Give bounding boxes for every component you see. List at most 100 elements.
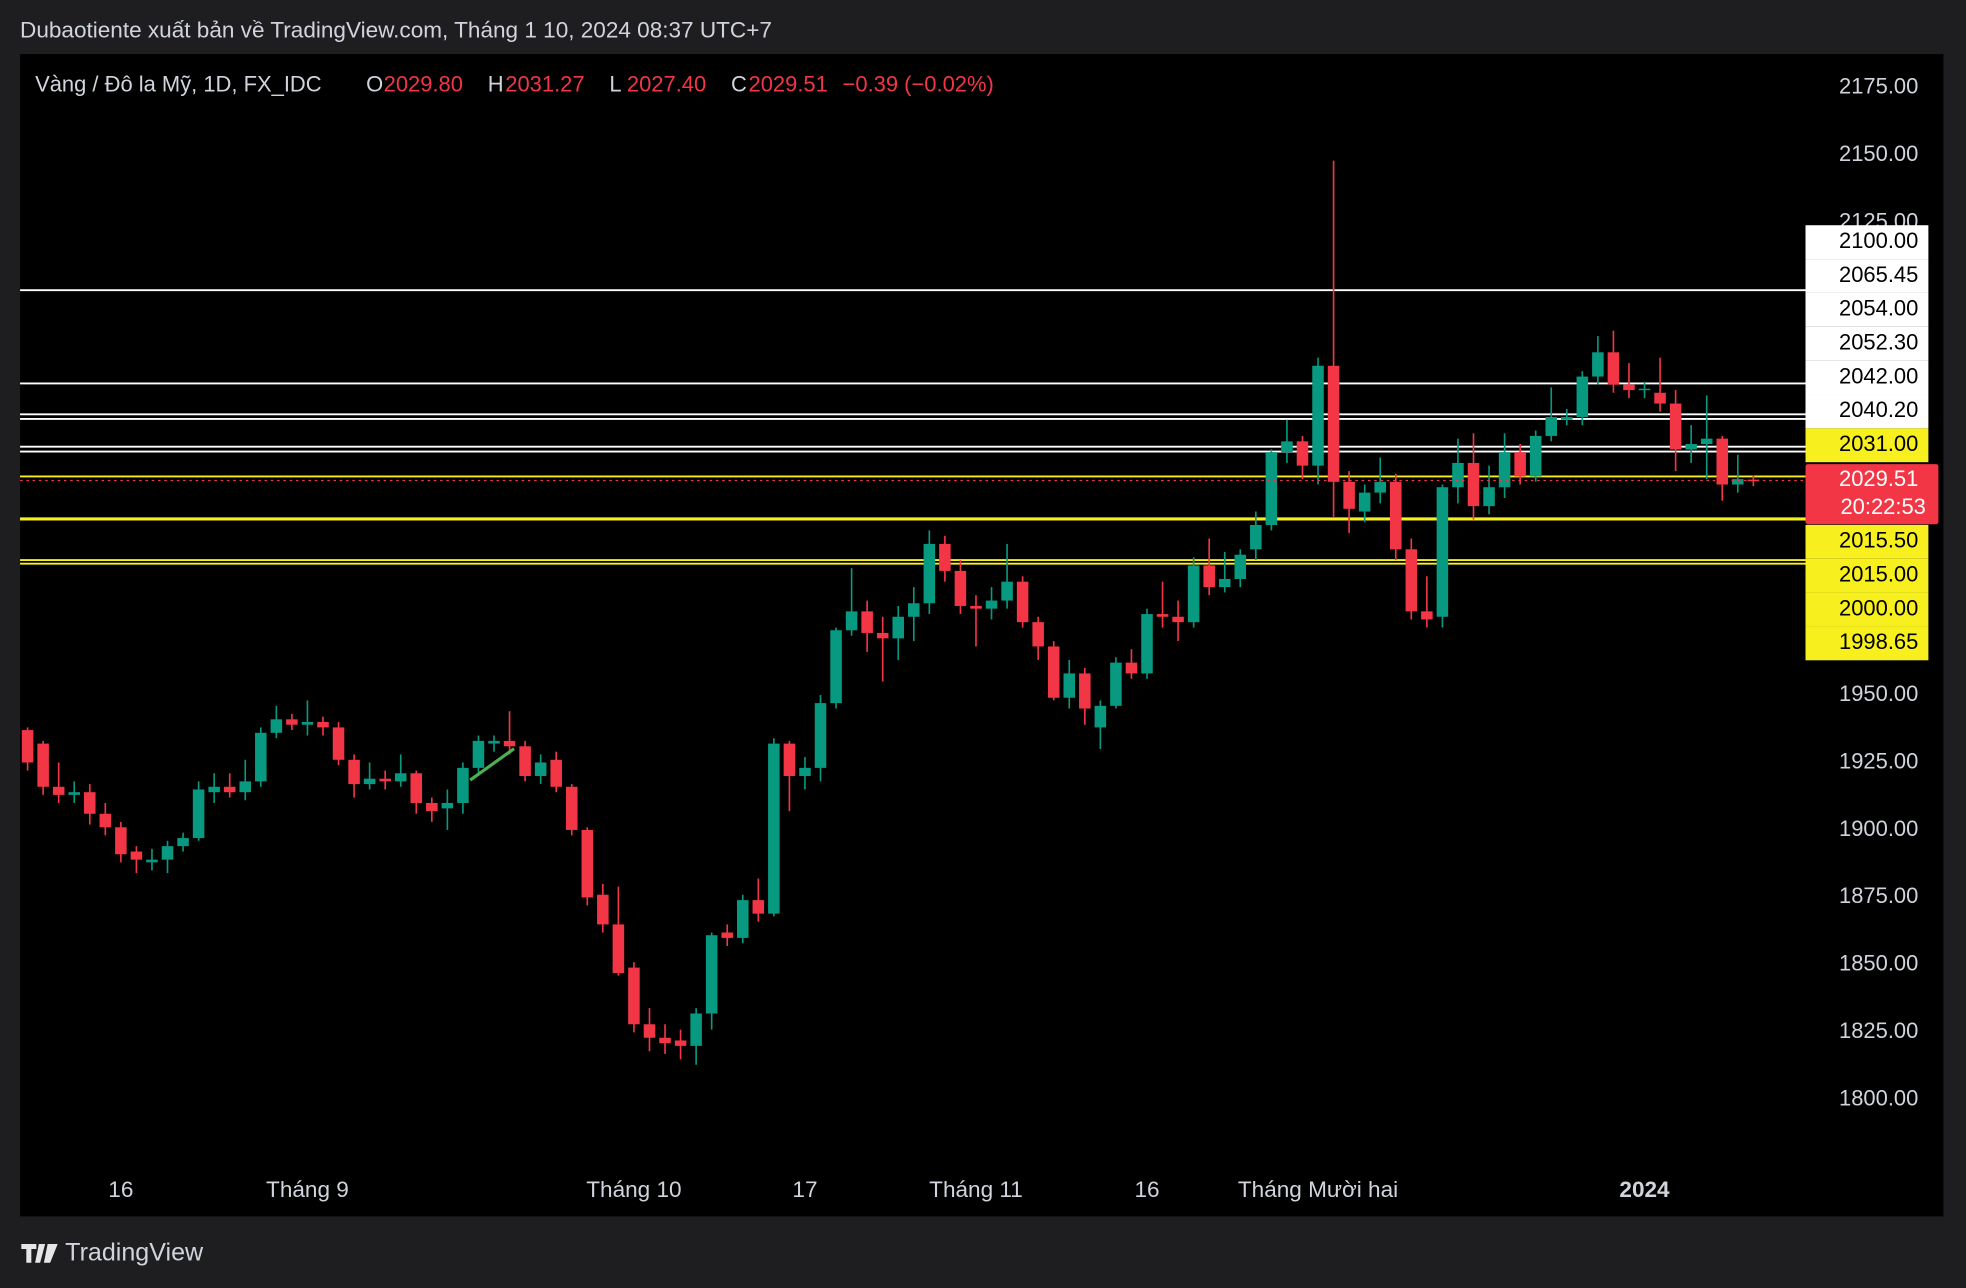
candle-body xyxy=(783,743,796,776)
candle-body xyxy=(1327,365,1340,482)
candle-body xyxy=(830,630,842,704)
candle-body xyxy=(223,786,236,793)
legend-value: 2029.80 xyxy=(384,71,463,96)
y-tick-label: 1800.00 xyxy=(1839,1086,1918,1111)
candle-body xyxy=(1545,417,1558,436)
candle-body xyxy=(488,740,500,744)
candle-body xyxy=(146,859,158,863)
candle-body xyxy=(534,762,547,776)
candle-body xyxy=(130,851,143,860)
candle-body xyxy=(799,767,811,776)
candle-body xyxy=(1110,662,1122,706)
candle-body xyxy=(317,722,329,728)
x-tick-label: Tháng Mười hai xyxy=(1238,1177,1398,1202)
candle-body xyxy=(1467,462,1480,507)
brand: TradingView xyxy=(21,1239,204,1267)
candle-body xyxy=(1529,435,1542,477)
candle-body xyxy=(1172,616,1184,623)
candle-body xyxy=(612,924,625,973)
candle-body xyxy=(565,786,578,830)
candle-body xyxy=(1358,492,1371,512)
level-label-box xyxy=(1805,524,1929,559)
candle-body xyxy=(1483,487,1495,507)
candle-body xyxy=(1296,441,1309,466)
candle-body xyxy=(1343,481,1355,509)
candle-body xyxy=(1125,662,1138,674)
candle-body xyxy=(301,722,314,725)
candle-body xyxy=(1421,611,1433,620)
candle-body xyxy=(1607,352,1620,385)
level-label-box xyxy=(1805,428,1929,463)
level-label-box xyxy=(1805,292,1929,327)
candle-body xyxy=(1156,614,1169,617)
candle-body xyxy=(115,827,127,855)
candle-body xyxy=(286,719,298,725)
legend-key: L xyxy=(609,71,621,96)
candle-body xyxy=(472,740,485,768)
candle-body xyxy=(239,781,252,793)
candle-body xyxy=(1234,554,1247,579)
candle-body xyxy=(939,543,951,571)
x-tick-label: 16 xyxy=(1134,1177,1159,1202)
candle-body xyxy=(736,900,749,938)
candle-body xyxy=(954,570,967,606)
candle-body xyxy=(1079,673,1091,709)
chart-panel xyxy=(20,54,1944,1217)
candle-body xyxy=(690,1013,702,1046)
x-tick-label: Tháng 9 xyxy=(266,1177,349,1202)
x-tick-label: Tháng 10 xyxy=(586,1177,681,1202)
candle-body xyxy=(1265,452,1278,526)
last-price-label: 2029.51 xyxy=(1839,466,1918,491)
legend-value: 2029.51 xyxy=(749,71,828,96)
level-label: 1998.65 xyxy=(1839,629,1918,654)
y-tick-label: 2150.00 xyxy=(1839,141,1918,166)
y-tick-label: 1850.00 xyxy=(1839,951,1918,976)
candle-body xyxy=(1685,444,1697,450)
y-tick-label: 2175.00 xyxy=(1839,74,1918,99)
y-tick-label: 1950.00 xyxy=(1839,681,1918,706)
candle-body xyxy=(99,813,112,828)
symbol: Vàng / Đô la Mỹ, 1D, FX_IDC xyxy=(35,71,322,96)
level-label: 2042.00 xyxy=(1839,363,1918,388)
legend: Vàng / Đô la Mỹ, 1D, FX_IDC O2029.80 H2031… xyxy=(35,71,994,96)
candle-body xyxy=(1669,403,1682,450)
candle-body xyxy=(597,894,609,925)
plot: 2175.002150.002125.001950.001925.001900.… xyxy=(20,74,1939,1202)
candle-body xyxy=(1389,481,1402,550)
candle-body xyxy=(161,846,174,860)
candle-body xyxy=(1732,479,1744,485)
legend-change: −0.39 (−0.02%) xyxy=(843,71,994,96)
candle-body xyxy=(705,935,718,1014)
candle-body xyxy=(519,746,531,776)
level-label-box xyxy=(1805,394,1929,429)
candle-body xyxy=(1094,705,1107,728)
candle-body xyxy=(861,611,873,633)
candle-body xyxy=(1747,479,1760,482)
level-label-box xyxy=(1805,592,1929,627)
candle-body xyxy=(21,730,34,763)
candle-body xyxy=(1498,452,1511,488)
candle-body xyxy=(752,900,765,914)
candle-body xyxy=(674,1040,687,1046)
candle-body xyxy=(985,600,998,609)
candle-body xyxy=(410,773,423,803)
level-label: 2052.30 xyxy=(1839,330,1918,355)
candle-body xyxy=(1405,549,1418,612)
candle-body xyxy=(379,778,391,782)
level-label: 2100.00 xyxy=(1839,228,1918,253)
last-price-box xyxy=(1805,464,1939,525)
y-tick-label: 1825.00 xyxy=(1839,1018,1918,1043)
x-tick-label: 2024 xyxy=(1619,1177,1670,1202)
candle-body xyxy=(581,829,594,898)
x-tick-label: 17 xyxy=(792,1177,817,1202)
candle-body xyxy=(1638,388,1651,391)
level-label-box xyxy=(1805,259,1929,293)
candle-body xyxy=(1187,565,1200,623)
legend-value: 2027.40 xyxy=(627,71,706,96)
candle-body xyxy=(208,786,220,793)
candle-body xyxy=(892,616,905,639)
level-label-box xyxy=(1805,360,1929,395)
candle-body xyxy=(394,773,407,782)
trend-line xyxy=(469,747,515,782)
